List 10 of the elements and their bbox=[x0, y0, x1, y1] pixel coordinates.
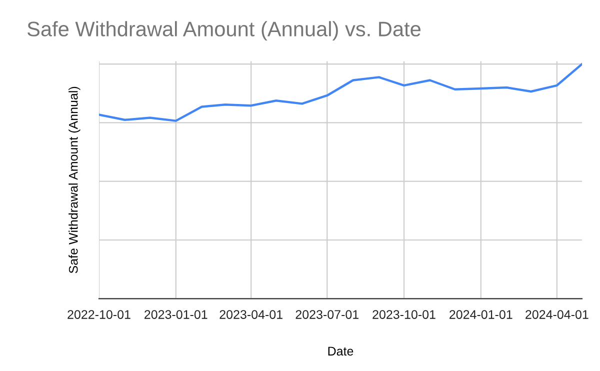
x-tick-label: 2024-01-01 bbox=[450, 310, 512, 319]
x-tick-label: 2023-10-01 bbox=[372, 310, 436, 319]
x-tick-label: 2023-04-01 bbox=[220, 310, 282, 319]
x-tick-label: 2023-07-01 bbox=[296, 310, 358, 319]
y-axis-title: Safe Withdrawal Amount (Annual) bbox=[68, 86, 80, 274]
x-tick-label: 2024-04-01 bbox=[526, 310, 588, 319]
x-tick-label: 2023-01-01 bbox=[144, 310, 208, 319]
x-axis-title: Date bbox=[328, 346, 354, 356]
chart-title: Safe Withdrawal Amount (Annual) vs. Date bbox=[27, 21, 420, 41]
x-tick-label: 2022-10-01 bbox=[68, 310, 130, 319]
